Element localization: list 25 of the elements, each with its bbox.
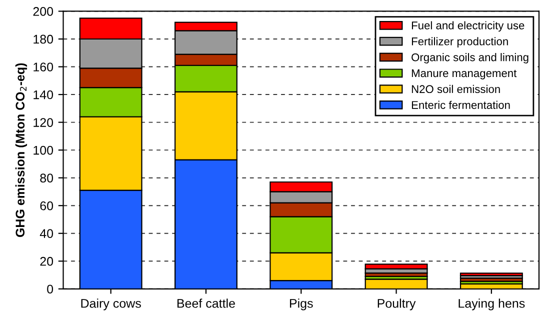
y-tick-label: 180 (34, 34, 54, 44)
y-tick-label: 160 (34, 62, 54, 72)
legend-label: Manure management (412, 69, 517, 80)
y-tick-label: 140 (34, 90, 54, 100)
legend-label: N2O soil emission (412, 84, 500, 94)
legend-label: Organic soils and liming (412, 53, 528, 64)
x-tick-label: Dairy cows (81, 298, 141, 310)
legend-label: Enteric fermentation (412, 100, 510, 109)
y-tick-label: 120 (34, 118, 54, 127)
y-tick-label: 20 (40, 256, 54, 266)
bar (460, 272, 523, 276)
bar (364, 264, 428, 270)
x-tick-label: Beef cattle (177, 298, 235, 308)
y-axis-title: GHG emission (Mton CO$_{2}$-eq) (15, 63, 28, 237)
y-tick-label: 40 (40, 229, 54, 238)
x-tick-label: Poultry (378, 298, 416, 310)
y-tick-label: 200 (33, 7, 54, 16)
y-tick-label: 60 (40, 201, 54, 210)
x-tick-label: Pigs (290, 298, 313, 310)
y-tick-label: 100 (34, 146, 54, 155)
legend-label: Fuel and electricity use (412, 21, 524, 32)
y-tick-label: 0 (47, 284, 54, 294)
y-tick-label: 80 (40, 174, 54, 182)
x-tick-label: Laying hens (458, 298, 525, 310)
legend-label: Fertilizer production (412, 37, 508, 48)
